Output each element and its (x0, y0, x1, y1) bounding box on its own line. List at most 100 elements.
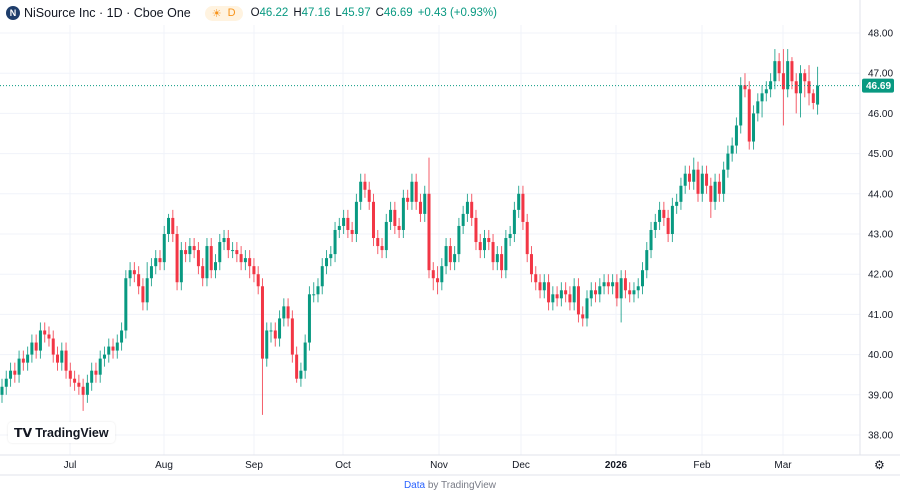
candle-down (448, 246, 452, 263)
candle-down (414, 181, 418, 202)
candle-down (226, 238, 230, 251)
session-label: D (227, 7, 236, 19)
candle-up (602, 282, 606, 287)
last-price-label-bg (862, 78, 894, 93)
candle-down (811, 93, 815, 103)
candle-up (512, 209, 516, 234)
y-tick-label: 46.00 (868, 109, 893, 120)
candle-up (764, 89, 768, 94)
y-tick-label: 44.00 (868, 189, 893, 200)
symbol-title[interactable]: NiSource Inc · 1D · Cboe One (24, 6, 191, 20)
candle-up (760, 93, 764, 102)
candle-down (56, 354, 60, 363)
candle-down (132, 270, 136, 275)
candle-up (730, 145, 734, 154)
candle-down (568, 294, 572, 303)
candle-down (717, 181, 721, 194)
candle-up (384, 221, 388, 251)
candle-down (346, 217, 350, 230)
candle-down (235, 250, 239, 255)
candle-up (359, 181, 363, 202)
candle-up (154, 258, 158, 267)
low-value: 45.97 (341, 7, 371, 19)
candle-up (585, 298, 589, 319)
candle-up (389, 209, 393, 222)
candle-down (184, 250, 188, 255)
tradingview-logo[interactable]: 𝗧𝗩 TradingView (8, 422, 115, 443)
candle-up (645, 250, 649, 271)
close-label: C (375, 7, 384, 19)
x-tick-label: Nov (430, 460, 448, 471)
sun-icon: ☀ (211, 7, 222, 20)
candle-down (376, 238, 380, 247)
symbol-logo: N (6, 6, 20, 20)
candle-up (0, 386, 4, 395)
candle-down (367, 189, 371, 202)
settings-gear-icon[interactable]: ⚙ (874, 458, 885, 472)
candle-down (13, 370, 17, 375)
candle-down (260, 286, 264, 359)
candle-up (145, 278, 149, 303)
candle-up (713, 181, 717, 202)
candle-up (752, 113, 756, 142)
candle-up (653, 221, 657, 230)
candle-up (107, 346, 111, 355)
candle-up (401, 197, 405, 230)
candle-up (632, 290, 636, 295)
candle-up (739, 85, 743, 126)
candle-up (333, 229, 337, 255)
candle-up (179, 250, 183, 283)
tradingview-logo-text: TradingView (35, 425, 109, 440)
candle-up (325, 258, 329, 267)
candle-up (675, 201, 679, 206)
candle-down (436, 278, 440, 283)
candle-down (171, 217, 175, 234)
candle-down (529, 254, 533, 275)
candle-up (649, 229, 653, 251)
candle-up (457, 225, 461, 255)
candle-up (222, 238, 226, 243)
candle-up (354, 201, 358, 234)
candle-down (406, 197, 410, 202)
candle-down (474, 217, 478, 243)
data-credit: Data by TradingView (0, 480, 900, 491)
data-link[interactable]: Data (403, 480, 426, 491)
candle-down (478, 242, 482, 251)
candle-down (248, 258, 252, 267)
candle-down (209, 246, 213, 271)
candle-up (769, 81, 773, 90)
candle-down (51, 338, 55, 355)
candle-down (94, 370, 98, 375)
tradingview-mark-icon: 𝗧𝗩 (14, 426, 33, 440)
candle-up (342, 217, 346, 226)
candle-up (188, 246, 192, 255)
candle-down (615, 282, 619, 299)
candle-down (709, 185, 713, 202)
candle-down (705, 173, 709, 186)
candle-down (538, 282, 542, 291)
candle-down (43, 330, 47, 335)
high-label: H (293, 7, 302, 19)
candle-up (4, 378, 8, 387)
candle-down (794, 81, 798, 94)
candle-down (687, 173, 691, 182)
candle-down (581, 314, 585, 319)
candle-down (252, 266, 256, 275)
candle-down (175, 234, 179, 283)
candle-down (500, 254, 504, 271)
candle-down (380, 246, 384, 251)
candle-up (98, 358, 102, 375)
last-price-label: 46.69 (866, 81, 891, 92)
candle-up (90, 370, 94, 383)
candle-up (278, 318, 282, 339)
candle-down (286, 306, 290, 319)
market-status-badge[interactable]: ☀ D (204, 5, 243, 21)
candle-down (576, 286, 580, 315)
candle-up (205, 246, 209, 279)
candle-down (363, 181, 367, 190)
x-tick-label: Mar (774, 460, 792, 471)
candle-up (658, 209, 662, 222)
candle-down (192, 246, 196, 251)
candle-up (773, 61, 777, 82)
